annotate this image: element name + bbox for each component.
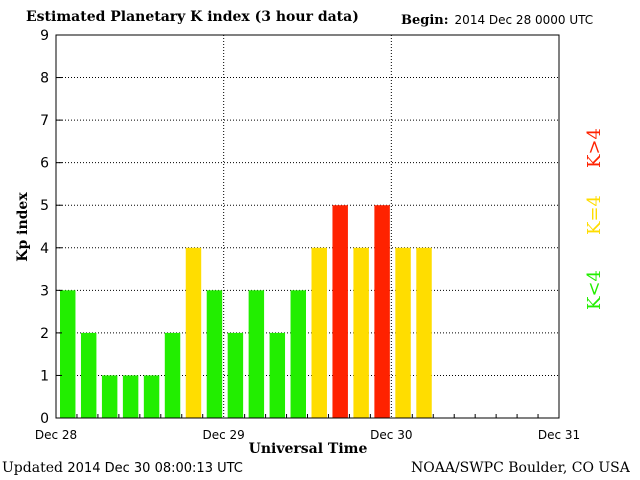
kp-bar bbox=[374, 205, 390, 418]
y-tick-label: 0 bbox=[40, 411, 49, 427]
updated-info: Updated 2014 Dec 30 08:00:13 UTC bbox=[2, 460, 243, 476]
begin-label: Begin: bbox=[401, 13, 449, 28]
kp-bar bbox=[269, 332, 286, 418]
kp-bar bbox=[122, 375, 139, 418]
legend: K<4 K=4 K>4 bbox=[584, 128, 605, 310]
y-axis-ticks: 0 1 2 3 4 5 6 7 8 9 bbox=[40, 28, 62, 427]
y-tick-label: 5 bbox=[40, 198, 49, 214]
legend-entry: K>4 bbox=[584, 128, 605, 168]
y-tick-label: 3 bbox=[40, 283, 49, 299]
y-tick-label: 9 bbox=[40, 28, 49, 44]
legend-entry: K=4 bbox=[584, 195, 605, 235]
x-tick-label: Dec 28 bbox=[35, 428, 77, 442]
kp-bar bbox=[60, 290, 76, 418]
credit-text: NOAA/SWPC Boulder, CO USA bbox=[411, 460, 630, 476]
begin-value: 2014 Dec 28 0000 UTC bbox=[454, 13, 594, 27]
x-tick-label: Dec 31 bbox=[538, 428, 580, 442]
y-tick-label: 4 bbox=[40, 241, 49, 257]
kp-bar bbox=[206, 290, 223, 418]
y-tick-label: 8 bbox=[40, 71, 49, 87]
kp-bar bbox=[101, 375, 118, 418]
bar-series bbox=[60, 205, 432, 418]
y-tick-label: 2 bbox=[40, 326, 49, 342]
x-tick-label: Dec 29 bbox=[203, 428, 245, 442]
y-tick-label: 7 bbox=[40, 113, 49, 129]
grid-lines bbox=[56, 35, 559, 418]
x-axis-label: Universal Time bbox=[249, 441, 368, 457]
kp-bar bbox=[353, 247, 369, 418]
kp-bar bbox=[248, 290, 265, 418]
kp-bar bbox=[332, 205, 348, 418]
y-tick-label: 6 bbox=[40, 156, 49, 172]
kp-bar bbox=[416, 247, 432, 418]
updated-value: 2014 Dec 30 08:00:13 UTC bbox=[67, 461, 243, 476]
begin-info: Begin: 2014 Dec 28 0000 UTC bbox=[401, 13, 593, 28]
x-tick-label: Dec 30 bbox=[370, 428, 412, 442]
kp-bar bbox=[290, 290, 306, 418]
kp-bar bbox=[164, 332, 181, 418]
kp-bar bbox=[227, 332, 244, 418]
y-axis-label: Kp index bbox=[15, 192, 31, 262]
chart-title: Estimated Planetary K index (3 hour data… bbox=[26, 9, 359, 25]
updated-label: Updated bbox=[2, 460, 63, 476]
y-tick-label: 1 bbox=[40, 368, 49, 384]
kp-bar bbox=[143, 375, 160, 418]
kp-bar bbox=[395, 247, 411, 418]
x-axis-ticks: Dec 28 Dec 29 Dec 30 Dec 31 bbox=[35, 414, 580, 442]
kp-bar bbox=[80, 332, 97, 418]
kp-bar bbox=[185, 247, 202, 418]
plot-frame bbox=[55, 34, 560, 419]
kp-bar bbox=[311, 247, 327, 418]
legend-entry: K<4 bbox=[584, 270, 605, 310]
